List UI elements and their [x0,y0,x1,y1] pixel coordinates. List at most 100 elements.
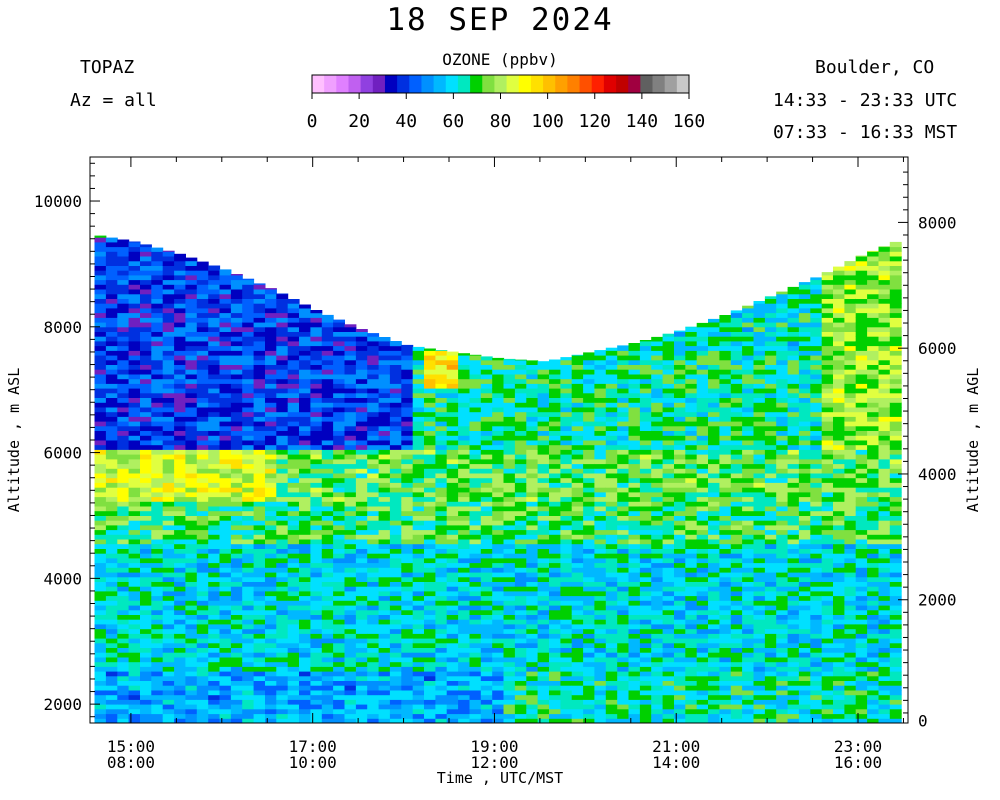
heatmap-cell [639,600,652,606]
heatmap-cell [299,605,311,611]
heatmap-cell [480,364,493,370]
heatmap-cell [378,581,391,587]
heatmap-cell [94,307,107,314]
heatmap-cell [514,454,527,460]
heatmap-cell [162,699,175,705]
heatmap-cell [526,463,539,469]
heatmap-cell [674,609,686,615]
heatmap-cell [458,425,470,431]
heatmap-cell [719,383,732,389]
heatmap-cell [662,524,675,531]
heatmap-cell [185,293,198,299]
heatmap-cell [469,553,482,559]
heatmap-cell [276,317,289,323]
heatmap-cell [151,392,164,398]
heatmap-cell [537,397,550,403]
heatmap-cell [253,501,266,507]
heatmap-cell [514,704,527,710]
heatmap-cell [605,704,618,710]
heatmap-cell [583,430,595,436]
heatmap-cell [389,562,402,568]
heatmap-cell [265,378,277,384]
heatmap-cell [162,553,175,559]
heatmap-cell [94,449,107,455]
heatmap-cell [310,708,323,715]
heatmap-cell [333,454,345,460]
heatmap-cell [605,586,618,592]
heatmap-cell [208,378,221,384]
heatmap-cell [287,586,300,592]
heatmap-cell [185,708,198,715]
heatmap-cell [605,647,618,653]
heatmap-cell [287,317,300,323]
heatmap-cell [344,657,357,663]
heatmap-cell [526,614,539,620]
heatmap-cell [219,534,232,540]
heatmap-cell [287,506,300,512]
heatmap-cell [674,359,686,365]
heatmap-cell [128,520,141,526]
heatmap-cell [219,572,232,578]
heatmap-cell [253,680,266,686]
heatmap-cell [662,609,675,615]
heatmap-cell [344,487,357,493]
heatmap-cell [469,539,482,545]
heatmap-cell [174,392,186,398]
heatmap-cell [333,350,345,356]
heatmap-cell [105,600,118,606]
heatmap-cell [617,548,630,554]
heatmap-cell [549,661,561,667]
heatmap-cell [674,421,686,427]
heatmap-cell [196,298,209,304]
heatmap-cell [185,383,198,389]
heatmap-cell [105,449,118,455]
heatmap-cell [583,473,595,479]
heatmap-cell [219,520,232,526]
heatmap-cell [310,652,323,658]
heatmap-cell [287,529,300,535]
heatmap-cell [378,690,391,696]
heatmap-cell [492,605,505,611]
heatmap-cell [276,718,289,724]
heatmap-cell [242,345,255,351]
heatmap-cell [174,567,186,573]
heatmap-cell [708,605,720,611]
heatmap-cell [162,388,175,394]
heatmap-cell [105,322,118,328]
heatmap-cell [128,647,141,653]
heatmap-cell [412,383,425,389]
heatmap-cell [208,336,221,342]
heatmap-cell [140,284,152,290]
heatmap-cell [128,468,141,474]
heatmap-cell [355,576,368,582]
heatmap-cell [685,491,698,498]
heatmap-cell [730,529,743,535]
heatmap-cell [480,529,493,535]
heatmap-cell [242,326,255,332]
heatmap-cell [730,600,743,606]
heatmap-cell [265,359,277,365]
heatmap-cell [537,361,550,365]
heatmap-cell [549,685,561,691]
heatmap-cell [151,628,164,634]
heatmap-cell [674,496,686,502]
heatmap-cell [696,590,709,597]
heatmap-cell [378,661,391,667]
heatmap-cell [355,657,368,663]
heatmap-cell [344,619,357,625]
heatmap-cell [435,359,448,365]
heatmap-cell [674,708,686,715]
heatmap-cell [242,605,255,611]
heatmap-cell [560,369,573,375]
heatmap-cell [219,529,232,535]
heatmap-cell [208,463,221,469]
heatmap-cell [537,374,550,380]
heatmap-cell [230,628,243,634]
heatmap-cell [685,708,698,715]
heatmap-cell [469,661,482,667]
heatmap-cell [105,713,118,719]
heatmap-cell [719,510,732,516]
heatmap-cell [685,713,698,719]
heatmap-cell [674,501,686,507]
heatmap-cell [140,534,152,540]
